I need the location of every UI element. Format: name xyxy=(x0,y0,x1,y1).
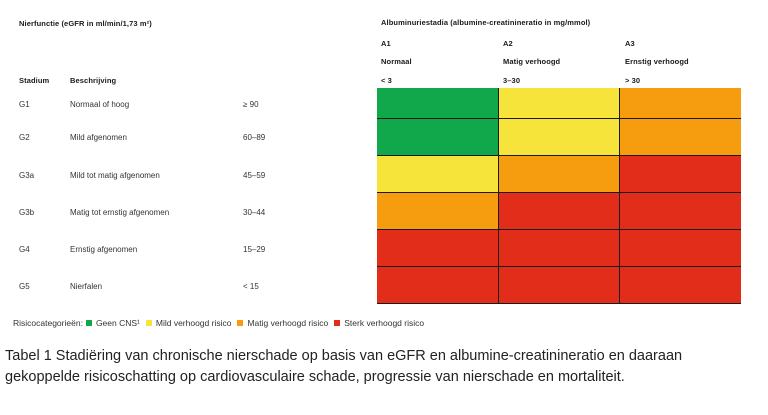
risk-cell-red xyxy=(377,229,498,266)
risk-cell-yellow xyxy=(498,118,619,155)
legend-item: Sterk verhoogd risico xyxy=(331,318,424,328)
grid-line xyxy=(377,118,741,119)
risk-cell-red xyxy=(619,155,741,192)
column-header-stadium: Stadium xyxy=(19,76,50,85)
albuminuria-a3-label: Ernstig verhoogd xyxy=(625,57,689,66)
legend-prefix: Risicocategorieën: xyxy=(13,318,83,328)
kidney-function-header: Nierfunctie (eGFR in ml/min/1,73 m²) xyxy=(19,19,152,28)
row-stage: G3a xyxy=(19,171,35,180)
legend-label: Mild verhoogd risico xyxy=(155,318,232,328)
grid-line xyxy=(377,155,741,156)
risk-cell-yellow xyxy=(377,155,498,192)
row-stage: G1 xyxy=(19,100,30,109)
row-stage: G2 xyxy=(19,133,30,142)
row-egfr-range: < 15 xyxy=(243,282,259,291)
risk-cell-green xyxy=(377,118,498,155)
risk-cell-orange xyxy=(498,155,619,192)
risk-cell-green xyxy=(377,88,498,118)
risk-heatmap xyxy=(377,88,741,304)
albuminuria-a1-code: A1 xyxy=(381,39,391,48)
row-egfr-range: ≥ 90 xyxy=(243,100,259,109)
albuminuria-a2-range: 3–30 xyxy=(503,76,521,85)
row-egfr-range: 60–89 xyxy=(243,133,266,142)
risk-cell-red xyxy=(619,266,741,304)
grid-line xyxy=(498,88,499,304)
legend-label: Matig verhoogd risico xyxy=(247,318,329,328)
risk-cell-red xyxy=(619,229,741,266)
legend-label: Sterk verhoogd risico xyxy=(344,318,425,328)
risk-legend: Risicocategorieën: Geen CNS¹ Mild verhoo… xyxy=(13,318,427,328)
row-stage: G5 xyxy=(19,282,30,291)
legend-swatch-yellow xyxy=(145,320,152,326)
albuminuria-a1-range: < 3 xyxy=(381,76,392,85)
legend-item: Mild verhoogd risico xyxy=(143,318,232,328)
grid-line xyxy=(377,229,741,230)
risk-cell-orange xyxy=(619,88,741,118)
row-stage: G3b xyxy=(19,208,35,217)
risk-cell-orange xyxy=(377,192,498,229)
row-description: Matig tot ernstig afgenomen xyxy=(70,208,170,217)
grid-line xyxy=(377,192,741,193)
legend-swatch-red xyxy=(334,320,341,326)
risk-cell-red xyxy=(498,192,619,229)
albuminuria-a1-label: Normaal xyxy=(381,57,412,66)
row-egfr-range: 30–44 xyxy=(243,208,266,217)
albuminuria-a3-code: A3 xyxy=(625,39,635,48)
risk-cell-red xyxy=(498,266,619,304)
grid-line xyxy=(619,88,620,304)
albuminuria-a3-range: > 30 xyxy=(625,76,641,85)
row-description: Ernstig afgenomen xyxy=(70,245,138,254)
grid-line xyxy=(377,303,741,304)
risk-cell-yellow xyxy=(498,88,619,118)
row-stage: G4 xyxy=(19,245,30,254)
risk-cell-red xyxy=(619,192,741,229)
grid-line xyxy=(377,266,741,267)
legend-swatch-orange xyxy=(237,320,244,326)
row-egfr-range: 15–29 xyxy=(243,245,266,254)
column-header-beschrijving: Beschrijving xyxy=(70,76,117,85)
legend-item: Geen CNS¹ xyxy=(83,318,140,328)
albuminuria-a2-label: Matig verhoogd xyxy=(503,57,561,66)
row-egfr-range: 45–59 xyxy=(243,171,266,180)
legend-item: Matig verhoogd risico xyxy=(234,318,328,328)
legend-label: Geen CNS¹ xyxy=(95,318,140,328)
risk-cell-red xyxy=(377,266,498,304)
albuminuria-a2-code: A2 xyxy=(503,39,513,48)
legend-swatch-green xyxy=(85,320,92,326)
row-description: Normaal of hoog xyxy=(70,100,130,109)
table-caption: Tabel 1 Stadiëring van chronische niersc… xyxy=(5,348,683,385)
albuminuria-header: Albuminuriestadia (albumine-creatininera… xyxy=(381,18,591,27)
risk-cell-orange xyxy=(619,118,741,155)
row-description: Mild tot matig afgenomen xyxy=(70,171,160,180)
risk-cell-red xyxy=(498,229,619,266)
row-description: Mild afgenomen xyxy=(70,133,127,142)
row-description: Nierfalen xyxy=(70,282,103,291)
